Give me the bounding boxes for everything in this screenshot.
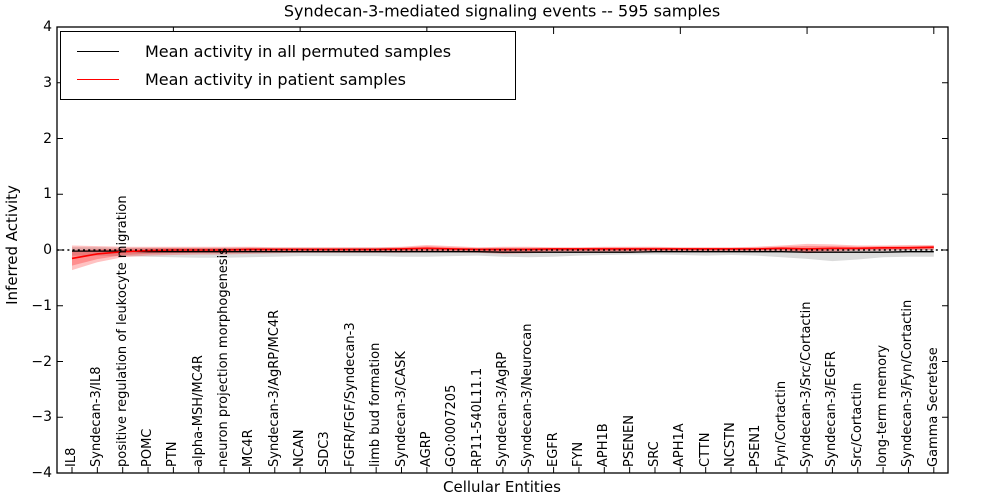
x-tick-label: EGFR	[545, 432, 561, 467]
y-tick-label: 0	[43, 242, 52, 258]
y-tick-label: 1	[43, 186, 52, 203]
x-tick-label: NCSTN	[723, 422, 739, 467]
legend-label-patient: Mean activity in patient samples	[145, 70, 406, 90]
y-tick-label: 4	[43, 19, 52, 35]
patient-line-sample-icon	[77, 79, 119, 81]
x-tick-label: RP11-540L11.1	[469, 367, 485, 467]
x-tick-label: IL8	[64, 447, 79, 467]
x-tick-label: Syndecan-3/CASK	[393, 351, 409, 467]
y-tick-label: −2	[31, 353, 52, 370]
x-tick-label: APH1B	[596, 423, 612, 467]
permuted-mean-line	[72, 250, 934, 253]
x-tick-label: POMC	[140, 428, 156, 467]
x-tick-label: AGRP	[418, 431, 434, 467]
y-tick-label: 2	[43, 130, 52, 147]
x-tick-label: FYN	[570, 441, 586, 467]
x-tick-label: Src/Cortactin	[849, 382, 865, 467]
x-tick-label: neuron projection morphogenesis	[216, 248, 232, 467]
x-tick-label: CTTN	[697, 432, 713, 467]
y-tick-label: −3	[31, 409, 52, 426]
legend-label-permuted: Mean activity in all permuted samples	[145, 41, 452, 61]
x-tick-label: long-term memory	[875, 344, 891, 467]
patient-mean-line	[71, 246, 934, 260]
x-tick-label: positive regulation of leukocyte migrati…	[114, 195, 130, 467]
x-tick-label: Gamma Secretase	[925, 347, 941, 467]
x-tick-label: NCAN	[292, 429, 308, 467]
legend-entry-patient: Mean activity in patient samples	[77, 70, 507, 89]
x-axis-title: Cellular Entities	[443, 478, 561, 496]
x-tick-label: Syndecan-3/EGFR	[824, 351, 840, 467]
x-tick-label: Fyn/Cortactin	[773, 380, 789, 467]
y-tick-label: −4	[31, 465, 52, 481]
y-tick-label: −1	[31, 297, 52, 314]
x-tick-label: PSEN1	[748, 424, 764, 467]
x-tick-label: SRC	[646, 441, 662, 467]
patient-band-inner	[72, 245, 934, 266]
x-tick-label: FGFR/FGF/Syndecan-3	[342, 322, 358, 467]
x-tick-label: Syndecan-3/Neurocan	[520, 323, 536, 467]
legend: Mean activity in all permuted samples Me…	[60, 31, 516, 100]
x-tick-label: Syndecan-3/IL8	[89, 366, 105, 467]
x-tick-label: GO:0007205	[444, 384, 460, 467]
permuted-line-sample-icon	[77, 50, 119, 52]
y-tick-label: 3	[43, 74, 52, 91]
x-tick-label: alpha-MSH/MC4R	[190, 355, 206, 467]
x-tick-label: APH1A	[672, 423, 688, 467]
x-tick-label: Syndecan-3/AgRP/MC4R	[266, 309, 282, 467]
chart-title: Syndecan-3-mediated signaling events -- …	[283, 1, 721, 21]
x-tick-label: Syndecan-3/Fyn/Cortactin	[900, 299, 916, 467]
legend-entry-permuted: Mean activity in all permuted samples	[77, 42, 507, 61]
x-tick-label: Syndecan-3/AgRP	[494, 351, 510, 467]
x-tick-label: MC4R	[241, 429, 257, 467]
x-tick-label: Syndecan-3/Src/Cortactin	[799, 301, 815, 467]
x-tick-label: PSENEN	[621, 415, 637, 467]
x-tick-label: SDC3	[317, 431, 333, 467]
x-tick-label: PTN	[165, 441, 181, 467]
x-tick-label: limb bud formation	[368, 342, 384, 467]
